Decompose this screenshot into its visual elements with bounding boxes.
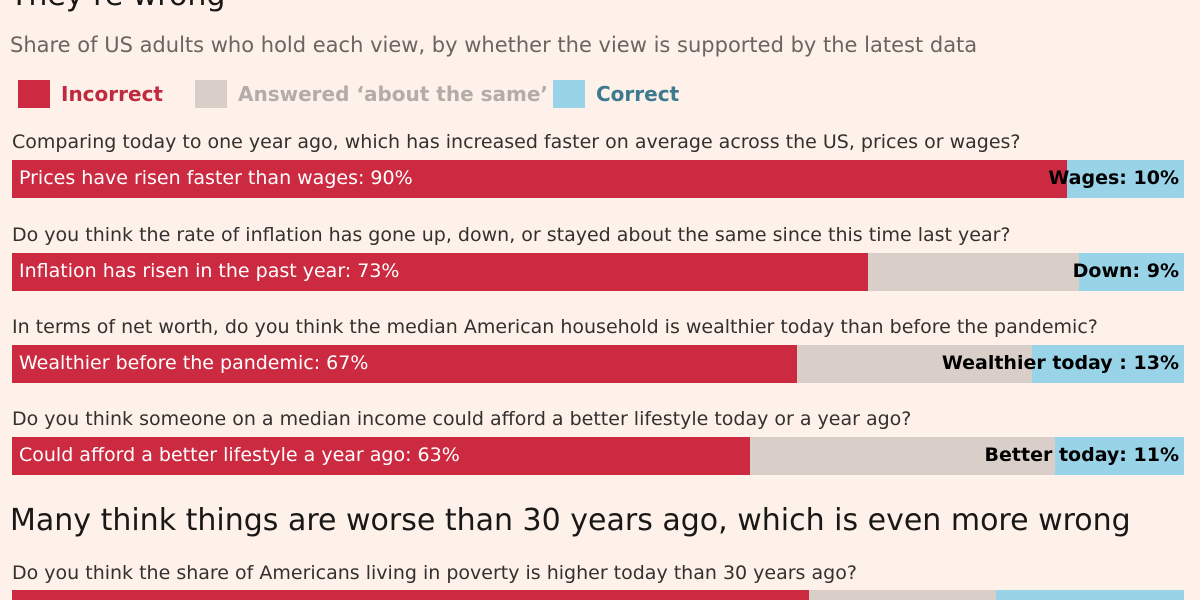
bar-segment-incorrect-3 <box>12 345 798 383</box>
bar-segment-correct-5 <box>996 590 1184 600</box>
stacked-bar-4: Could afford a better lifestyle a year a… <box>12 437 1184 475</box>
bar-label-incorrect-3: Wealthier before the pandemic: 67% <box>19 352 369 374</box>
question-4: Do you think someone on a median income … <box>12 408 912 430</box>
chart-subtitle: Share of US adults who hold each view, b… <box>10 33 978 57</box>
bar-label-correct-1: Wages: 10% <box>1048 167 1179 189</box>
bar-label-correct-4: Better today: 11% <box>984 444 1179 466</box>
bar-segment-correct-2 <box>1078 253 1184 291</box>
chart-title: They’re wrong <box>10 0 225 13</box>
legend-label-correct: Correct <box>596 82 680 106</box>
bar-label-incorrect-1: Prices have risen faster than wages: 90% <box>19 167 413 189</box>
bar-segment-incorrect-5 <box>12 590 809 600</box>
legend-label-incorrect: Incorrect <box>61 82 163 106</box>
bar-segment-incorrect-1 <box>12 160 1067 198</box>
question-5: Do you think the share of Americans livi… <box>12 562 857 584</box>
legend-label-same: Answered ‘about the same’ <box>238 82 549 106</box>
stacked-bar-1: Prices have risen faster than wages: 90%… <box>12 160 1184 198</box>
bar-segment-correct-3 <box>1031 345 1184 383</box>
section-title: Many think things are worse than 30 year… <box>10 503 1131 538</box>
question-1: Comparing today to one year ago, which h… <box>12 131 1021 153</box>
bar-segment-incorrect-2 <box>12 253 868 291</box>
bar-label-correct-2: Down: 9% <box>1072 260 1179 282</box>
legend-swatch-incorrect <box>18 80 50 108</box>
bar-segment-correct-4 <box>1055 437 1184 475</box>
bar-label-incorrect-2: Inflation has risen in the past year: 73… <box>19 260 400 282</box>
bar-segment-correct-1 <box>1066 160 1184 198</box>
stacked-bar-2: Inflation has risen in the past year: 73… <box>12 253 1184 291</box>
stacked-bar-5 <box>12 590 1184 600</box>
bar-label-correct-3: Wealthier today : 13% <box>941 352 1179 374</box>
bar-segment-incorrect-4 <box>12 437 751 475</box>
legend-swatch-same <box>195 80 227 108</box>
question-3: In terms of net worth, do you think the … <box>12 316 1098 338</box>
bar-label-incorrect-4: Could afford a better lifestyle a year a… <box>19 444 460 466</box>
legend-swatch-correct <box>553 80 585 108</box>
question-2: Do you think the rate of inflation has g… <box>12 224 1011 246</box>
stacked-bar-3: Wealthier before the pandemic: 67% Wealt… <box>12 345 1184 383</box>
